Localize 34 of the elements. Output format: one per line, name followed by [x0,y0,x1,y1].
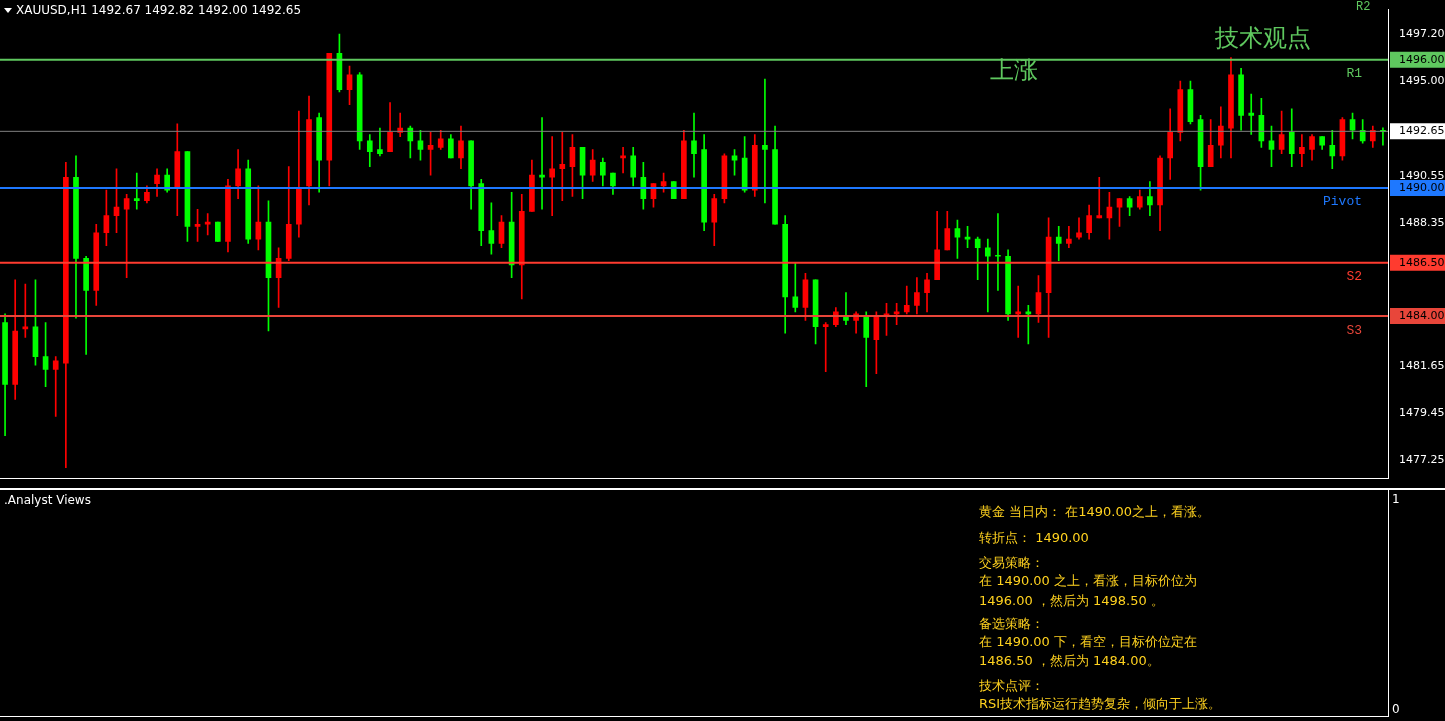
y-tick-label: 1477.25 [1399,453,1445,467]
text: .Analyst Views [4,493,91,507]
ref-line-label: R1 [1346,66,1363,82]
text: 在 1490.00 之上，看涨，目标价位为 [979,572,1198,590]
text: 备选策略： [979,615,1044,633]
y-tick-label: 1486.50 [1399,255,1445,269]
ref-line-label: Pivot [1322,194,1362,210]
text: 0 [1392,702,1400,716]
text: 黄金 当日内： 在1490.00之上，看涨。 [979,503,1211,521]
y-tick-label: 1492.65 [1399,124,1445,138]
annotation: 上涨 [990,57,1038,86]
ref-line-label: S2 [1346,269,1362,285]
y-tick-label: 1488.35 [1399,216,1445,230]
ref-line-label: S3 [1346,322,1362,338]
y-tick-label: 1481.65 [1399,359,1445,373]
text: 交易策略： [979,554,1044,572]
text: 技术点评： [979,677,1044,695]
text: 1 [1392,492,1400,506]
y-tick-label: 1496.00 [1399,52,1445,66]
text: 1496.00 ，然后为 1498.50 。 [979,592,1164,610]
text: 技术观点 [1215,25,1311,54]
y-tick-label: 1490.00 [1399,180,1445,194]
text: 转折点： 1490.00 [979,529,1089,547]
y-tick-label: 1484.00 [1399,308,1445,322]
y-tick-label: 1497.20 [1399,27,1445,41]
text: 在 1490.00 下，看空，目标价位定在 [979,633,1198,651]
candlestick [215,221,221,242]
text: 1486.50 ，然后为 1484.00。 [979,652,1160,670]
text: RSI技术指标运行趋势复杂，倾向于上涨。 [979,695,1222,713]
y-tick-label: 1490.55 [1399,169,1445,183]
chart-title: XAUUSD,H1 1492.67 1492.82 1492.00 1492.65 [16,3,302,17]
y-tick-label: 1479.45 [1399,406,1445,420]
y-tick-label: 1495.00 [1399,74,1445,88]
annotation: R2 [1356,0,1371,14]
